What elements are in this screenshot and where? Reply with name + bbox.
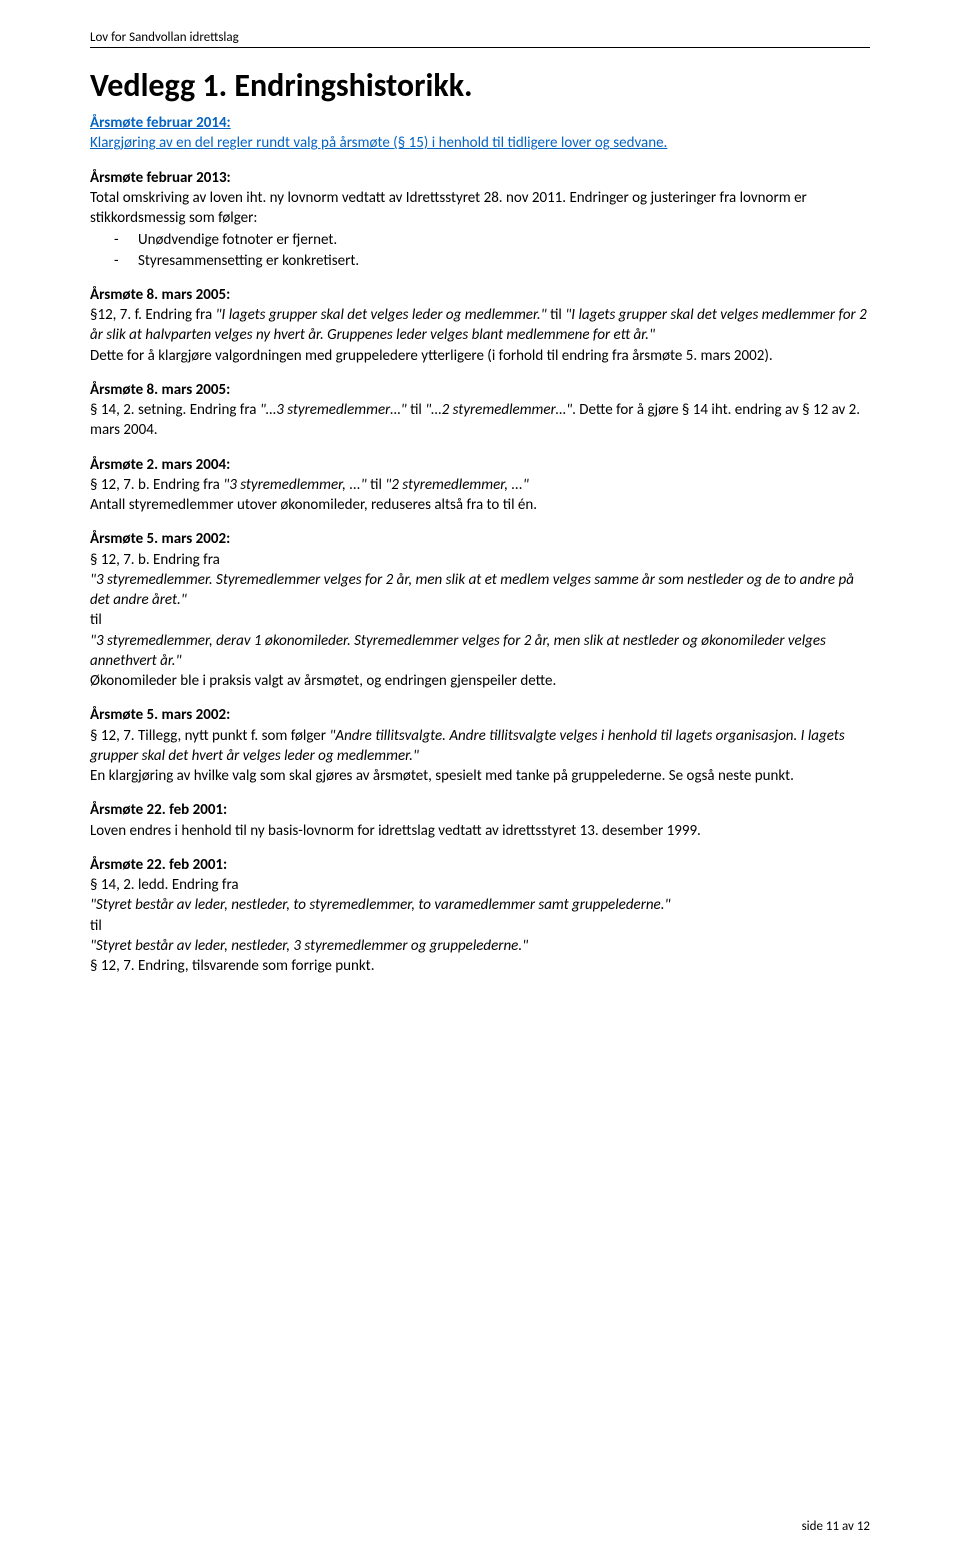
- section-2001b: Årsmøte 22. feb 2001: § 14, 2. ledd. End…: [90, 855, 870, 977]
- section-heading: Årsmøte 22. feb 2001:: [90, 800, 870, 820]
- section-2001a: Årsmøte 22. feb 2001: Loven endres i hen…: [90, 800, 870, 841]
- section-heading: Årsmøte februar 2013:: [90, 168, 870, 188]
- text: § 12, 7. Tillegg, nytt punkt f. som følg…: [90, 727, 329, 745]
- page-footer: side 11 av 12: [802, 1519, 870, 1534]
- bullet-list: Unødvendige fotnoter er fjernet. Styresa…: [114, 230, 870, 271]
- body-text: § 12, 7. Tillegg, nytt punkt f. som følg…: [90, 726, 870, 767]
- body-text: Økonomileder ble i praksis valgt av årsm…: [90, 671, 870, 691]
- bullet-item: Unødvendige fotnoter er fjernet.: [114, 230, 870, 250]
- section-2013: Årsmøte februar 2013: Total omskriving a…: [90, 168, 870, 271]
- quoted-text: "Styret består av leder, nestleder, 3 st…: [90, 936, 870, 956]
- quoted-text: "2 styremedlemmer, ...": [385, 476, 528, 494]
- quoted-text: "3 styremedlemmer, ...": [223, 476, 366, 494]
- quoted-text: "I lagets grupper skal det velges leder …: [216, 306, 547, 324]
- section-heading: Årsmøte 22. feb 2001:: [90, 855, 870, 875]
- text: §12, 7. f. Endring fra: [90, 306, 216, 324]
- section-2014: Årsmøte februar 2014: Klargjøring av en …: [90, 113, 870, 154]
- section-2004: Årsmøte 2. mars 2004: § 12, 7. b. Endrin…: [90, 455, 870, 516]
- quoted-text: "3 styremedlemmer, derav 1 økonomileder.…: [90, 631, 870, 672]
- section-2002a: Årsmøte 5. mars 2002: § 12, 7. b. Endrin…: [90, 529, 870, 691]
- text: § 14, 2. setning. Endring fra: [90, 401, 260, 419]
- body-text: § 14, 2. setning. Endring fra "…3 styrem…: [90, 400, 870, 441]
- body-text: til: [90, 610, 870, 630]
- body-text: § 12, 7. Endring, tilsvarende som forrig…: [90, 956, 870, 976]
- quoted-text: "Styret består av leder, nestleder, to s…: [90, 895, 870, 915]
- body-text: § 14, 2. ledd. Endring fra: [90, 875, 870, 895]
- document-page: Lov for Sandvollan idrettslag Vedlegg 1.…: [0, 0, 960, 1554]
- section-2005a: Årsmøte 8. mars 2005: §12, 7. f. Endring…: [90, 285, 870, 366]
- text: til: [547, 306, 566, 324]
- section-2005b: Årsmøte 8. mars 2005: § 14, 2. setning. …: [90, 380, 870, 441]
- text: til: [407, 401, 426, 419]
- section-heading: Årsmøte 8. mars 2005:: [90, 380, 870, 400]
- quoted-text: "…3 styremedlemmer…": [260, 401, 407, 419]
- body-text: § 12, 7. b. Endring fra "3 styremedlemme…: [90, 475, 870, 495]
- quoted-text: "3 styremedlemmer. Styremedlemmer velges…: [90, 570, 870, 611]
- body-text: Loven endres i henhold til ny basis-lovn…: [90, 821, 870, 841]
- text: § 12, 7. b. Endring fra: [90, 476, 223, 494]
- body-text: Total omskriving av loven iht. ny lovnor…: [90, 188, 870, 229]
- running-header: Lov for Sandvollan idrettslag: [90, 30, 870, 48]
- body-text: Antall styremedlemmer utover økonomilede…: [90, 495, 870, 515]
- section-2002b: Årsmøte 5. mars 2002: § 12, 7. Tillegg, …: [90, 705, 870, 786]
- body-text: Dette for å klargjøre valgordningen med …: [90, 346, 870, 366]
- body-text: til: [90, 916, 870, 936]
- body-text: § 12, 7. b. Endring fra: [90, 550, 870, 570]
- body-text: En klargjøring av hvilke valg som skal g…: [90, 766, 870, 786]
- bullet-item: Styresammensetting er konkretisert.: [114, 251, 870, 271]
- quoted-text: "…2 styremedlemmer…": [425, 401, 572, 419]
- section-heading: Årsmøte 5. mars 2002:: [90, 705, 870, 725]
- section-heading: Årsmøte 8. mars 2005:: [90, 285, 870, 305]
- section-heading: Årsmøte februar 2014:: [90, 113, 870, 133]
- section-heading: Årsmøte 5. mars 2002:: [90, 529, 870, 549]
- document-title: Vedlegg 1. Endringshistorikk.: [90, 66, 870, 105]
- body-text: §12, 7. f. Endring fra "I lagets grupper…: [90, 305, 870, 346]
- section-heading: Årsmøte 2. mars 2004:: [90, 455, 870, 475]
- body-text: Klargjøring av en del regler rundt valg …: [90, 133, 870, 153]
- text: til: [367, 476, 386, 494]
